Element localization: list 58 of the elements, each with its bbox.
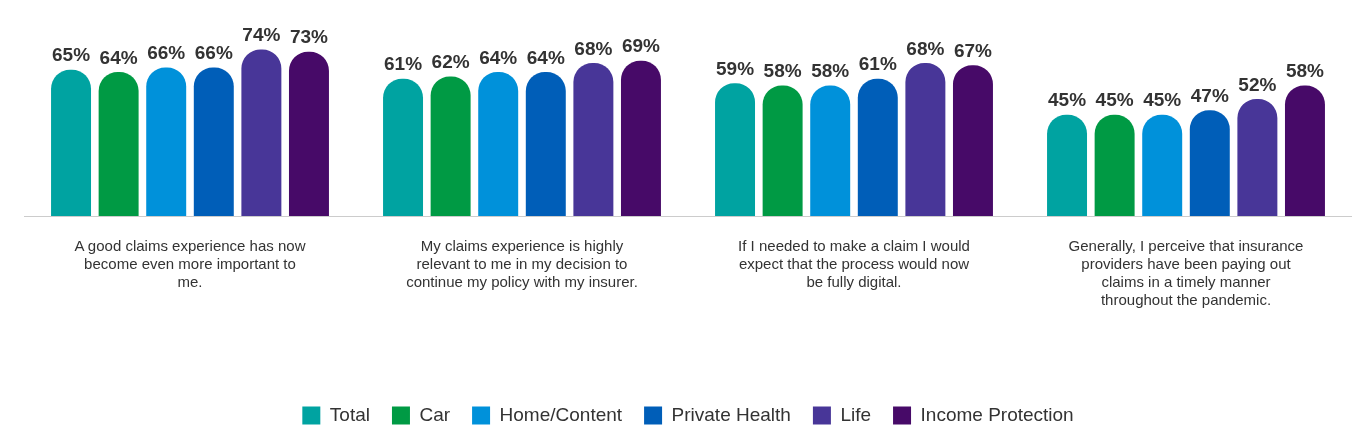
bar — [146, 67, 187, 216]
bar — [98, 72, 139, 216]
data-label: 58% — [811, 60, 850, 82]
legend-label: Total — [329, 403, 370, 425]
legend-label: Home/Content — [499, 403, 623, 425]
bar — [857, 78, 898, 216]
bar — [762, 85, 803, 216]
data-label: 64% — [479, 46, 518, 68]
legend-label: Car — [419, 403, 451, 425]
bar — [620, 60, 661, 216]
bar — [51, 69, 92, 216]
bar — [1237, 99, 1278, 216]
data-label: 52% — [1238, 73, 1277, 95]
data-label: 66% — [194, 42, 233, 64]
legend-label: Life — [840, 403, 872, 425]
x-tick-label: My claims experience is highly relevant to me in my decision to continue my policy with my insurer. — [406, 237, 638, 291]
x-tick-label: A good claims experience has now become even more important to me. — [74, 237, 306, 291]
bar — [1189, 110, 1230, 216]
bar — [1142, 114, 1183, 216]
bar — [1094, 114, 1135, 216]
legend-label: Income Protection — [920, 403, 1074, 425]
bar — [573, 63, 614, 216]
data-label: 59% — [716, 57, 755, 79]
bar — [905, 63, 946, 216]
bar — [430, 76, 471, 216]
data-label: 58% — [1285, 60, 1325, 82]
data-label: 68% — [574, 37, 613, 59]
bar — [810, 85, 851, 216]
data-label: 66% — [147, 42, 186, 64]
bar — [478, 72, 519, 216]
bar — [715, 83, 756, 216]
data-label: 64% — [526, 46, 565, 68]
bar — [1047, 114, 1088, 216]
data-label: 67% — [953, 39, 993, 61]
bar — [288, 51, 329, 216]
data-label: 61% — [858, 53, 897, 75]
data-label: 65% — [52, 44, 91, 66]
data-label: 74% — [242, 24, 281, 46]
bar — [193, 67, 234, 216]
data-label: 47% — [1190, 84, 1229, 106]
x-tick-label: If I needed to make a claim I would expect that the process would now be fully digital. — [738, 237, 970, 291]
data-label: 64% — [99, 46, 138, 68]
data-label: 62% — [431, 51, 470, 73]
bar — [241, 49, 282, 216]
data-label: 45% — [1048, 89, 1087, 111]
bar — [1284, 85, 1325, 216]
data-label: 45% — [1095, 89, 1134, 111]
bar — [952, 65, 993, 216]
data-label: 58% — [763, 60, 802, 82]
data-label: 45% — [1143, 89, 1182, 111]
bar — [525, 72, 566, 216]
legend-label: Private Health — [671, 403, 791, 425]
bar — [383, 78, 424, 216]
data-label: 69% — [621, 35, 661, 57]
data-label: 61% — [384, 53, 423, 75]
data-label: 68% — [906, 37, 945, 59]
x-tick-label: Generally, I perceive that insurance providers have been paying out claims in a timely manner throughout the pandemic. — [1068, 237, 1304, 309]
data-label: 73% — [289, 26, 329, 48]
